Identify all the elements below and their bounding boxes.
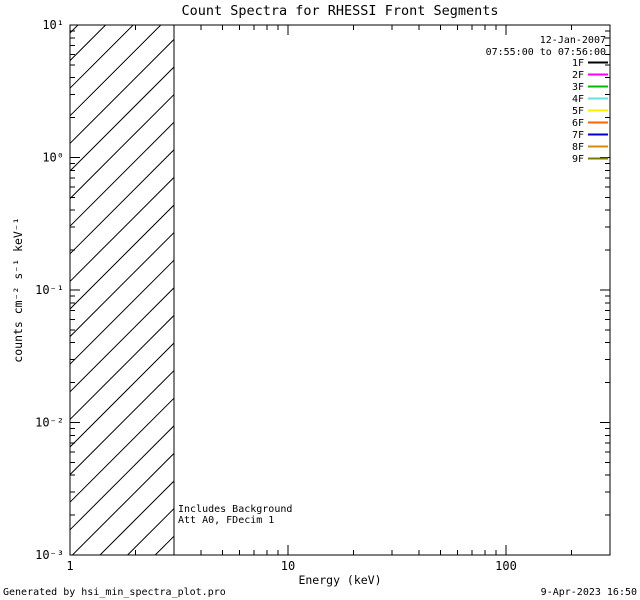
x-axis-label: Energy (keV)	[298, 573, 381, 587]
axes	[69, 24, 611, 556]
legend-label: 8F	[572, 142, 584, 153]
hatch-line	[70, 232, 175, 337]
hatch-line	[70, 121, 175, 227]
legend-label: 5F	[572, 106, 584, 117]
hatch-line	[154, 535, 175, 555]
hatch-line	[70, 25, 162, 117]
hatch-line	[99, 480, 175, 555]
hatch-line	[70, 425, 175, 531]
legend-label: 9F	[572, 154, 584, 165]
legend-label: 4F	[572, 94, 584, 105]
x-tick-label: 1	[66, 559, 73, 573]
x-tick-label: 10	[281, 559, 295, 573]
hatch-region	[70, 25, 175, 555]
hatch-line	[70, 342, 175, 448]
tick-labels: 1 10 100 10¹ 10⁰ 10⁻¹ 10⁻² 10⁻³	[35, 18, 517, 573]
date-label: 12-Jan-2007	[540, 35, 606, 46]
hatch-line	[70, 315, 175, 420]
legend-label: 6F	[572, 118, 584, 129]
hatch-line	[70, 287, 175, 393]
time-range-label: 07:55:00 to 07:56:00	[486, 47, 606, 58]
legend-label: 1F	[572, 58, 584, 69]
hatch-line	[70, 397, 175, 503]
annotation-attenuator-state: Att A0, FDecim 1	[178, 515, 274, 526]
hatch-line	[70, 204, 175, 310]
legend-label: 2F	[572, 70, 584, 81]
annotation-includes-background: Includes Background	[178, 504, 292, 515]
chart-title: Count Spectra for RHESSI Front Segments	[182, 3, 499, 19]
footer-timestamp: 9-Apr-2023 16:50	[541, 587, 637, 598]
hatch-line	[70, 177, 175, 282]
y-tick-label: 10⁻¹	[35, 283, 64, 297]
hatch-line	[70, 259, 175, 365]
plot-frame	[69, 24, 611, 556]
legend-label: 7F	[572, 130, 584, 141]
y-tick-label: 10⁻³	[35, 548, 64, 562]
x-tick-label: 100	[495, 559, 517, 573]
hatch-line	[70, 25, 107, 61]
footer-generator: Generated by hsi_min_spectra_plot.pro	[3, 587, 226, 598]
hatch-line	[71, 453, 175, 555]
hatch-line	[70, 94, 175, 199]
y-tick-label: 10¹	[42, 18, 64, 32]
hatch-line	[70, 25, 134, 89]
hatch-line	[70, 149, 175, 255]
hatch-line	[70, 66, 175, 172]
legend-label: 3F	[572, 82, 584, 93]
hatch-line	[70, 370, 175, 475]
y-tick-label: 10⁻²	[35, 416, 64, 430]
hatch-line	[126, 508, 175, 555]
y-axis-label: counts cm⁻² s⁻¹ keV⁻¹	[11, 217, 25, 362]
y-tick-label: 10⁰	[42, 151, 64, 165]
hatch-line	[70, 39, 175, 144]
